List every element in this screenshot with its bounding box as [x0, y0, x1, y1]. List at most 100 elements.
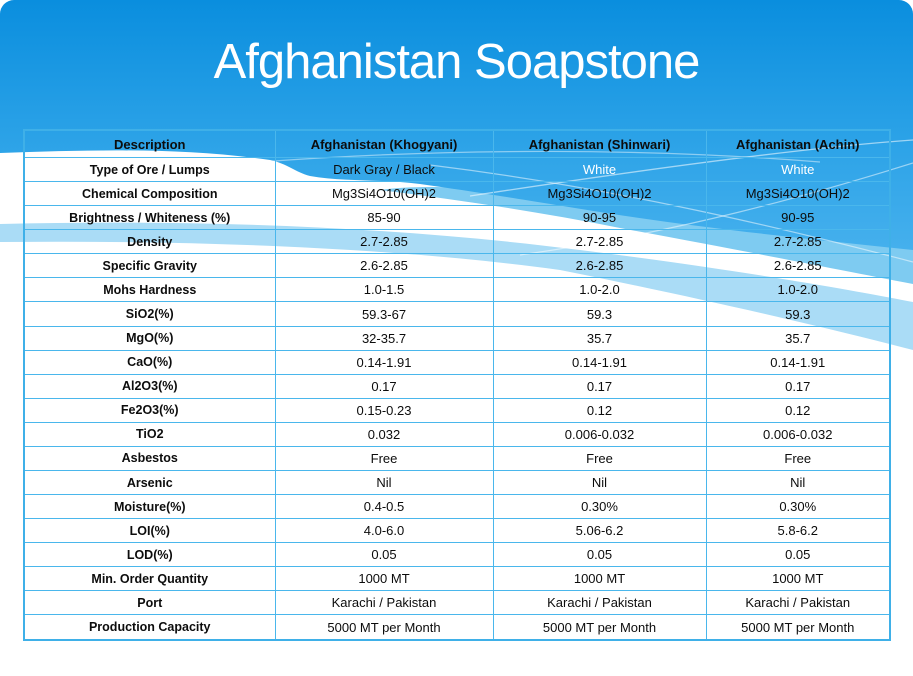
- value-cell-khogyani: 2.6-2.85: [274, 253, 494, 279]
- value-cell-khogyani: 0.14-1.91: [274, 349, 494, 375]
- table-row: Port Karachi / Pakistan Karachi / Pakist…: [23, 590, 891, 616]
- value-cell-achin: 0.12: [705, 397, 891, 423]
- value-cell-shinwari: Free: [492, 445, 707, 472]
- table-row: LOD(%) 0.05 0.05 0.05: [23, 542, 891, 568]
- table-row: Density 2.7-2.85 2.7-2.85 2.7-2.85: [23, 229, 891, 255]
- value-cell-shinwari: 35.7: [492, 325, 707, 351]
- col-header-khogyani: Afghanistan (Khogyani): [274, 129, 494, 158]
- value-cell-shinwari: 1000 MT: [492, 566, 707, 592]
- row-label-cell: CaO(%): [23, 349, 276, 375]
- value-cell-achin: Nil: [705, 470, 891, 496]
- col-header-achin: Afghanistan (Achin): [705, 129, 891, 158]
- value-cell-shinwari: 59.3: [492, 301, 707, 327]
- row-label-cell: Asbestos: [23, 445, 276, 472]
- row-label-cell: Al2O3(%): [23, 373, 276, 399]
- row-label-cell: SiO2(%): [23, 301, 276, 327]
- value-cell-khogyani: 32-35.7: [274, 325, 494, 351]
- value-cell-khogyani: 2.7-2.85: [274, 229, 494, 255]
- row-label-cell: Chemical Composition: [23, 181, 276, 207]
- row-label-cell: Type of Ore / Lumps: [23, 156, 276, 183]
- value-cell-shinwari: 90-95: [492, 205, 707, 231]
- table-row: Mohs Hardness 1.0-1.5 1.0-2.0 1.0-2.0: [23, 277, 891, 303]
- value-cell-achin: 1.0-2.0: [705, 277, 891, 303]
- table-row: Al2O3(%) 0.17 0.17 0.17: [23, 373, 891, 399]
- value-cell-achin: 90-95: [705, 205, 891, 231]
- row-label-cell: TiO2: [23, 421, 276, 447]
- soapstone-spec-table: Description Afghanistan (Khogyani) Afgha…: [23, 129, 891, 641]
- value-cell-shinwari: 2.6-2.85: [492, 253, 707, 279]
- value-cell-khogyani: 4.0-6.0: [274, 518, 494, 544]
- table-row: Fe2O3(%) 0.15-0.23 0.12 0.12: [23, 397, 891, 423]
- value-cell-khogyani: Nil: [274, 470, 494, 496]
- value-cell-khogyani: 59.3-67: [274, 301, 494, 327]
- value-cell-khogyani: 0.15-0.23: [274, 397, 494, 423]
- table-body: Type of Ore / Lumps Dark Gray / Black Wh…: [23, 156, 891, 641]
- slide-title: Afghanistan Soapstone: [213, 35, 701, 89]
- table-row: Asbestos Free Free Free: [23, 445, 891, 472]
- table-row: TiO2 0.032 0.006-0.032 0.006-0.032: [23, 421, 891, 447]
- value-cell-khogyani: 1.0-1.5: [274, 277, 494, 303]
- value-cell-khogyani: 0.05: [274, 542, 494, 568]
- value-cell-khogyani: 0.17: [274, 373, 494, 399]
- value-cell-shinwari: 0.17: [492, 373, 707, 399]
- value-cell-achin: 2.6-2.85: [705, 253, 891, 279]
- value-cell-achin: White: [705, 156, 891, 183]
- table-row: Chemical Composition Mg3Si4O10(OH)2 Mg3S…: [23, 181, 891, 207]
- value-cell-achin: Free: [705, 445, 891, 472]
- value-cell-shinwari: 5000 MT per Month: [492, 614, 707, 641]
- table-row: Type of Ore / Lumps Dark Gray / Black Wh…: [23, 156, 891, 183]
- table-row: Moisture(%) 0.4-0.5 0.30% 0.30%: [23, 494, 891, 520]
- table-row: CaO(%) 0.14-1.91 0.14-1.91 0.14-1.91: [23, 349, 891, 375]
- value-cell-achin: Karachi / Pakistan: [705, 590, 891, 616]
- value-cell-achin: 2.7-2.85: [705, 229, 891, 255]
- table-row: MgO(%) 32-35.7 35.7 35.7: [23, 325, 891, 351]
- value-cell-khogyani: 85-90: [274, 205, 494, 231]
- value-cell-shinwari: 2.7-2.85: [492, 229, 707, 255]
- value-cell-achin: 0.05: [705, 542, 891, 568]
- value-cell-khogyani: 0.032: [274, 421, 494, 447]
- row-label-cell: MgO(%): [23, 325, 276, 351]
- value-cell-shinwari: Karachi / Pakistan: [492, 590, 707, 616]
- value-cell-shinwari: 0.30%: [492, 494, 707, 520]
- value-cell-achin: 0.17: [705, 373, 891, 399]
- row-label-cell: LOD(%): [23, 542, 276, 568]
- table-row: Min. Order Quantity 1000 MT 1000 MT 1000…: [23, 566, 891, 592]
- value-cell-khogyani: 1000 MT: [274, 566, 494, 592]
- value-cell-shinwari: Nil: [492, 470, 707, 496]
- value-cell-achin: 0.006-0.032: [705, 421, 891, 447]
- value-cell-khogyani: 0.4-0.5: [274, 494, 494, 520]
- row-label-cell: Port: [23, 590, 276, 616]
- value-cell-shinwari: 5.06-6.2: [492, 518, 707, 544]
- col-header-description: Description: [23, 129, 276, 158]
- value-cell-achin: 5000 MT per Month: [705, 614, 891, 641]
- value-cell-shinwari: 0.05: [492, 542, 707, 568]
- table-row: Brightness / Whiteness (%) 85-90 90-95 9…: [23, 205, 891, 231]
- value-cell-shinwari: 0.14-1.91: [492, 349, 707, 375]
- row-label-cell: Min. Order Quantity: [23, 566, 276, 592]
- value-cell-achin: 35.7: [705, 325, 891, 351]
- row-label-cell: Mohs Hardness: [23, 277, 276, 303]
- value-cell-achin: 0.30%: [705, 494, 891, 520]
- value-cell-khogyani: Free: [274, 445, 494, 472]
- row-label-cell: Moisture(%): [23, 494, 276, 520]
- value-cell-khogyani: Karachi / Pakistan: [274, 590, 494, 616]
- table-header-row: Description Afghanistan (Khogyani) Afgha…: [23, 129, 891, 158]
- value-cell-khogyani: Mg3Si4O10(OH)2: [274, 181, 494, 207]
- value-cell-achin: 59.3: [705, 301, 891, 327]
- value-cell-shinwari: White: [492, 156, 707, 183]
- value-cell-achin: 5.8-6.2: [705, 518, 891, 544]
- row-label-cell: Density: [23, 229, 276, 255]
- row-label-cell: Production Capacity: [23, 614, 276, 641]
- table-row: LOI(%) 4.0-6.0 5.06-6.2 5.8-6.2: [23, 518, 891, 544]
- table-row: SiO2(%) 59.3-67 59.3 59.3: [23, 301, 891, 327]
- value-cell-shinwari: Mg3Si4O10(OH)2: [492, 181, 707, 207]
- value-cell-achin: 0.14-1.91: [705, 349, 891, 375]
- col-header-shinwari: Afghanistan (Shinwari): [492, 129, 707, 158]
- table-row: Production Capacity 5000 MT per Month 50…: [23, 614, 891, 641]
- value-cell-achin: Mg3Si4O10(OH)2: [705, 181, 891, 207]
- value-cell-shinwari: 0.12: [492, 397, 707, 423]
- value-cell-khogyani: Dark Gray / Black: [274, 156, 494, 183]
- value-cell-shinwari: 1.0-2.0: [492, 277, 707, 303]
- row-label-cell: Specific Gravity: [23, 253, 276, 279]
